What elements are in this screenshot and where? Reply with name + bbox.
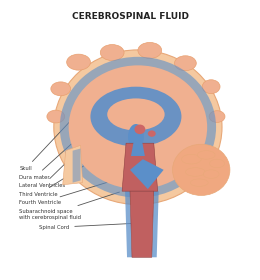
- Ellipse shape: [190, 179, 208, 186]
- Text: Lateral Ventricles: Lateral Ventricles: [19, 131, 98, 188]
- Ellipse shape: [173, 144, 230, 195]
- Ellipse shape: [148, 130, 156, 137]
- Ellipse shape: [69, 65, 207, 189]
- Ellipse shape: [203, 170, 219, 178]
- Text: Third Ventricle: Third Ventricle: [19, 146, 116, 197]
- Text: Spinal Cord: Spinal Cord: [39, 223, 135, 230]
- Ellipse shape: [134, 125, 145, 134]
- Polygon shape: [130, 159, 164, 189]
- Text: Dura mater: Dura mater: [19, 137, 79, 180]
- Ellipse shape: [138, 43, 162, 59]
- Text: Subarachnoid space
with cerebrospinal fluid: Subarachnoid space with cerebrospinal fl…: [19, 192, 119, 220]
- Ellipse shape: [100, 45, 124, 60]
- Ellipse shape: [90, 87, 181, 146]
- Text: CEREBROSPINAL FLUID: CEREBROSPINAL FLUID: [72, 12, 188, 21]
- Ellipse shape: [210, 159, 224, 168]
- Ellipse shape: [185, 168, 205, 176]
- Polygon shape: [125, 191, 132, 257]
- Ellipse shape: [47, 110, 65, 123]
- Ellipse shape: [67, 54, 90, 70]
- Ellipse shape: [197, 151, 215, 159]
- Ellipse shape: [181, 154, 201, 164]
- Ellipse shape: [209, 111, 225, 122]
- Ellipse shape: [54, 50, 222, 204]
- Ellipse shape: [128, 124, 144, 150]
- Text: Fourth Ventricle: Fourth Ventricle: [19, 175, 131, 206]
- Polygon shape: [130, 191, 154, 257]
- Polygon shape: [131, 140, 145, 156]
- Polygon shape: [63, 145, 82, 185]
- Ellipse shape: [60, 57, 216, 198]
- Text: Skull: Skull: [19, 121, 71, 171]
- Ellipse shape: [202, 80, 220, 94]
- Polygon shape: [73, 148, 81, 183]
- Polygon shape: [122, 143, 158, 191]
- Ellipse shape: [107, 98, 165, 130]
- Polygon shape: [152, 191, 159, 257]
- Ellipse shape: [51, 82, 71, 96]
- Ellipse shape: [174, 56, 196, 71]
